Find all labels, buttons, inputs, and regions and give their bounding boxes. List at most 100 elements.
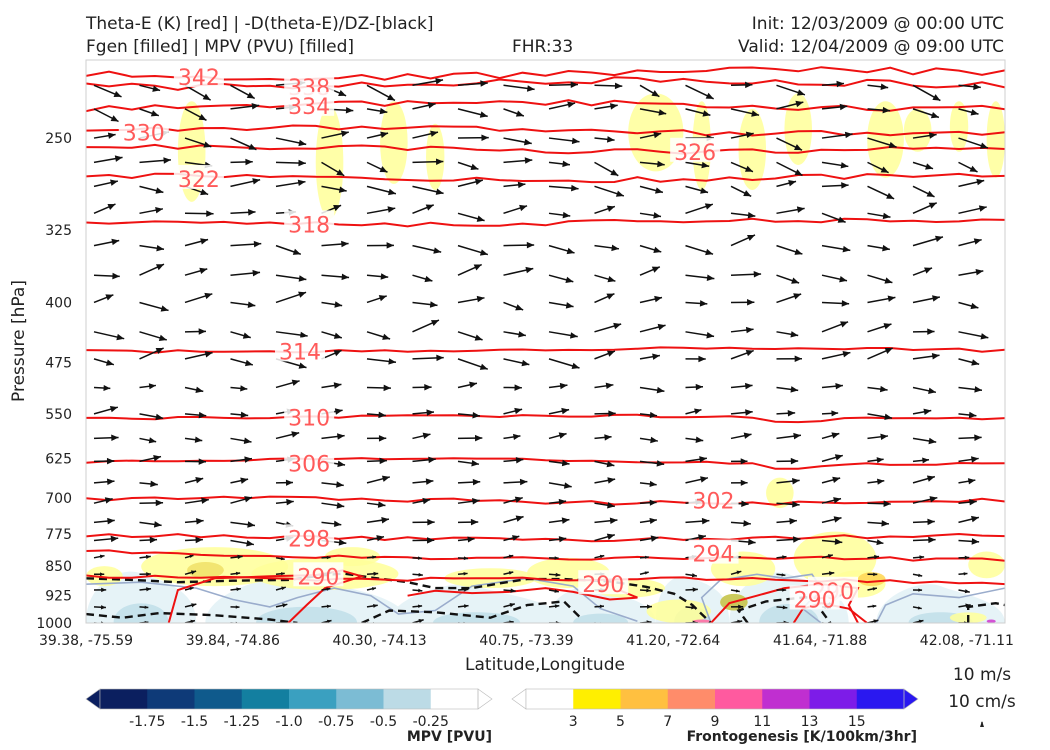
contour-label-bg <box>173 63 224 88</box>
colorbar-tick-label: -0.25 <box>413 714 449 730</box>
wind-vector-head <box>326 619 332 623</box>
colorbar-frame <box>525 688 905 710</box>
wind-vector-head <box>338 89 347 96</box>
wind-vector-head <box>196 518 204 525</box>
wind-vector-head <box>652 353 660 360</box>
wind-vector-head <box>382 333 391 340</box>
wind-vector-head <box>790 386 799 393</box>
wind-vector-head <box>928 132 937 139</box>
wind-vector-head <box>379 457 387 465</box>
wind-vector-head <box>751 110 760 117</box>
wind-vector-head <box>569 332 578 339</box>
wind-vector-head <box>706 332 715 339</box>
wind-vector-head <box>738 604 744 610</box>
wind-vector-head <box>555 572 561 577</box>
wind-vector-head <box>880 433 888 441</box>
y-tick-label: 325 <box>45 223 72 239</box>
wind-vector-head <box>515 304 524 311</box>
x-tick-label: 40.30, -74.13 <box>333 633 427 649</box>
wind-vector-head <box>472 498 480 505</box>
wind-vector-head <box>463 556 469 561</box>
frontogenesis-region <box>867 101 904 178</box>
wind-vector-head <box>426 537 435 544</box>
wind-vector-head <box>964 555 970 560</box>
vector-key-horizontal-label: 10 m/s <box>953 665 1011 685</box>
theta-e-label: 290 <box>582 573 624 598</box>
wind-vector-head <box>836 80 845 88</box>
wind-vector-head <box>614 82 623 90</box>
wind-vector-head <box>158 334 167 341</box>
wind-vector-head <box>971 515 979 523</box>
wind-vector-head <box>429 301 438 308</box>
wind-vector-head <box>657 160 665 168</box>
wind-vector-head <box>842 350 851 358</box>
wind-vector-head <box>831 432 840 439</box>
wind-vector-head <box>100 605 106 610</box>
frontogenesis-core <box>986 619 996 623</box>
wind-vector-head <box>521 359 530 367</box>
wind-vector-head <box>965 603 971 608</box>
wind-vector-head <box>387 206 396 213</box>
wind-vector-head <box>422 497 431 505</box>
theta-e-contour <box>86 99 1005 113</box>
wind-vector-head <box>326 555 331 560</box>
wind-vector-head <box>336 481 344 488</box>
wind-vector-head <box>599 604 604 609</box>
wind-vector-head <box>518 331 526 338</box>
contour-label-bg <box>118 118 169 143</box>
wind-vector-head <box>883 323 892 330</box>
wind-vector-head <box>240 385 248 392</box>
wind-vector-head <box>111 238 120 246</box>
wind-vector-head <box>928 536 936 544</box>
wind-vector-head <box>884 277 893 284</box>
wind-vector-head <box>203 141 212 148</box>
wind-vector-head <box>782 555 787 559</box>
wind-vector-head <box>606 460 615 468</box>
wind-vector-head <box>510 588 516 593</box>
wind-vector-head <box>794 355 802 363</box>
wind-vector-head <box>975 268 984 276</box>
wind-vector-head <box>242 332 251 339</box>
wind-vector-head <box>195 476 204 484</box>
y-tick-label: 1000 <box>36 616 72 632</box>
wind-vector-head <box>337 460 346 468</box>
wind-vector-head <box>525 266 534 274</box>
theta-e-label: 314 <box>279 340 321 365</box>
wind-vector-head <box>970 302 979 310</box>
wind-vector-head <box>199 267 208 275</box>
wind-vector-head <box>794 144 803 151</box>
colorbar-tick-label: -0.75 <box>318 714 354 730</box>
wind-vector-head <box>844 131 853 139</box>
theta-e-label: 322 <box>178 168 220 193</box>
wind-vector-head <box>932 94 941 101</box>
wind-vector-head <box>473 264 482 271</box>
wind-vector-head <box>379 107 388 115</box>
wind-vector-head <box>876 457 884 464</box>
wind-vector-head <box>341 273 350 281</box>
wind-vector-head <box>606 136 615 143</box>
wind-vector-head <box>107 132 116 139</box>
wind-vector-head <box>109 406 118 413</box>
wind-vector-head <box>326 604 331 609</box>
wind-vector-head <box>245 158 253 166</box>
wind-vector-head <box>379 166 388 173</box>
wind-vector-head <box>935 235 943 243</box>
frontogenesis-region <box>968 551 1005 579</box>
wind-vector-head <box>246 92 255 99</box>
colorbar-tick-label: 5 <box>616 714 625 730</box>
theta-e-contour <box>86 124 1005 137</box>
wind-vector-head <box>743 520 751 527</box>
wind-vector-head <box>428 456 436 464</box>
frontogenesis-region <box>86 566 123 587</box>
wind-vector-head <box>565 302 574 309</box>
theta-e-label: 302 <box>693 490 735 515</box>
colorbar-tick-label: -1.25 <box>224 714 260 730</box>
wind-vector-head <box>657 323 666 331</box>
wind-vector-head <box>298 291 307 298</box>
vector-key-vertical-label: 10 cm/s <box>948 692 1016 712</box>
wind-vector-head <box>206 210 214 217</box>
wind-vector-head <box>240 411 249 419</box>
wind-vector-head <box>380 131 389 138</box>
wind-vector-head <box>107 517 115 525</box>
